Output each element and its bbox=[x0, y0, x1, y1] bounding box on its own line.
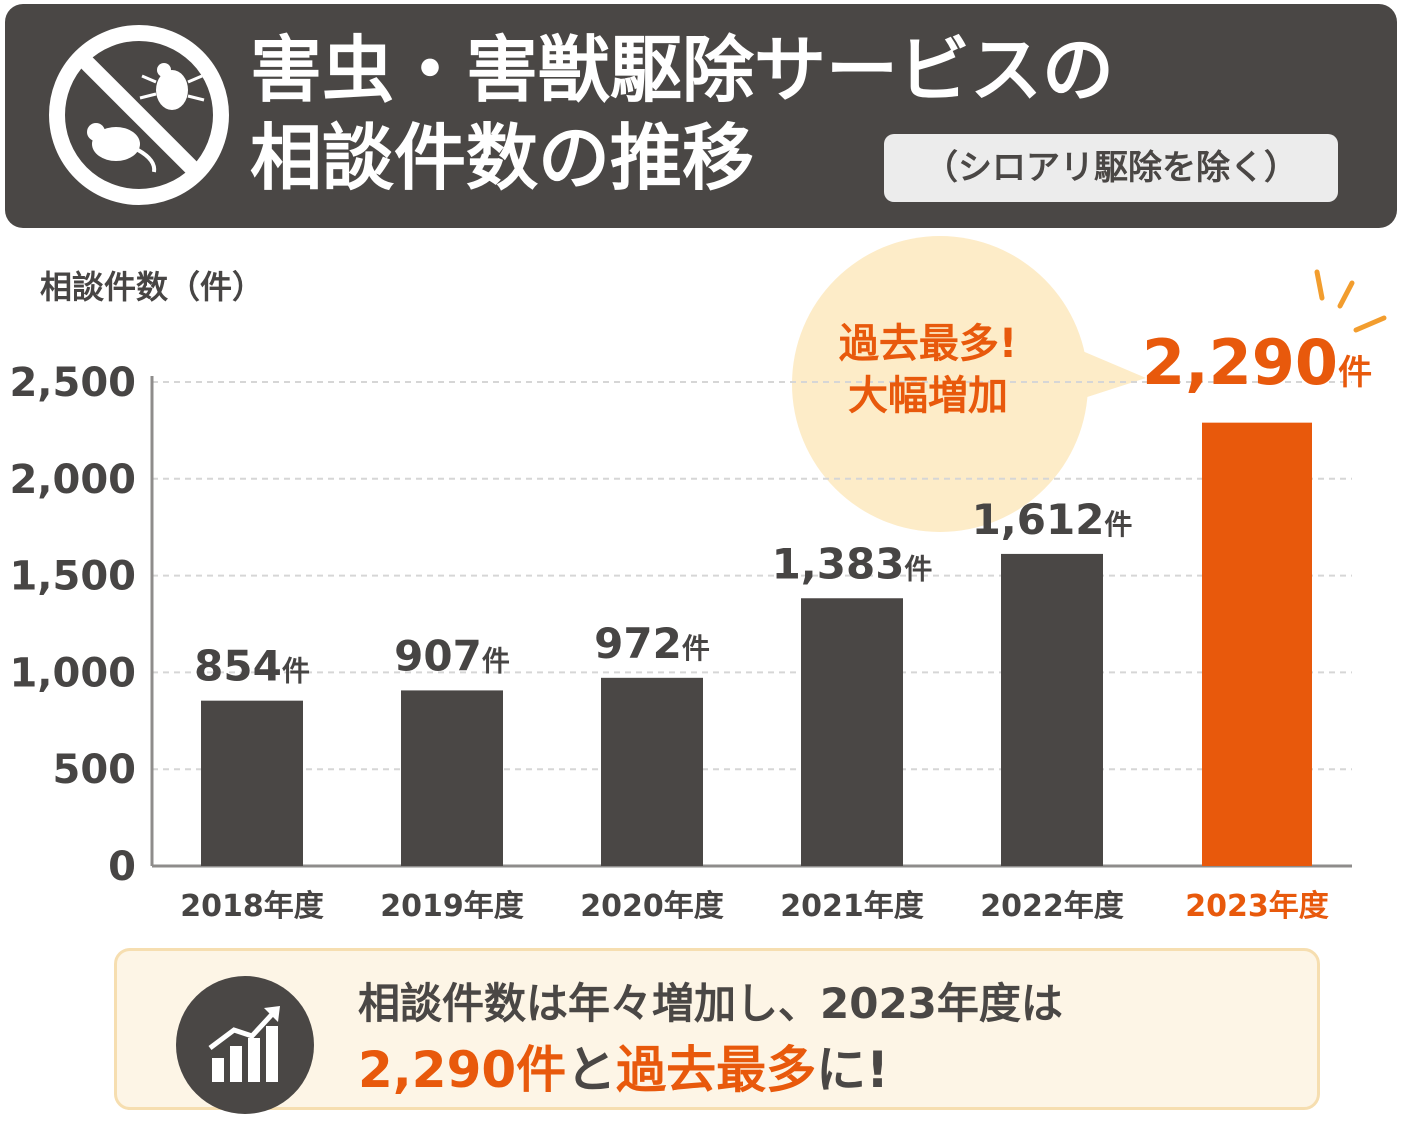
data-label-value: 854 bbox=[194, 642, 282, 691]
data-label-unit: 件 bbox=[482, 644, 510, 677]
growth-chart-icon bbox=[176, 976, 314, 1114]
y-axis-label: 相談件数（件） bbox=[40, 268, 265, 306]
summary-ending: に! bbox=[816, 1041, 889, 1099]
callout-line2: 大幅増加 bbox=[848, 373, 1008, 419]
data-label-value: 972 bbox=[594, 619, 682, 668]
y-tick-label: 1,500 bbox=[9, 554, 136, 600]
bar bbox=[201, 700, 303, 866]
data-label-unit: 件 bbox=[1338, 353, 1372, 393]
x-tick-label: 2022年度 bbox=[980, 889, 1124, 924]
bar bbox=[801, 598, 903, 866]
callout-line1: 過去最多! bbox=[838, 321, 1018, 367]
y-tick-label: 0 bbox=[108, 844, 136, 890]
chart-title-line2: 相談件数の推移 bbox=[250, 116, 755, 200]
data-label: 907件 bbox=[394, 631, 510, 680]
x-tick-label: 2018年度 bbox=[180, 889, 324, 924]
data-label-unit: 件 bbox=[1104, 508, 1132, 541]
bar bbox=[401, 690, 503, 866]
data-label-value: 2,290 bbox=[1142, 326, 1338, 399]
data-label-value: 1,383 bbox=[772, 539, 905, 588]
data-label-unit: 件 bbox=[904, 552, 932, 585]
y-tick-label: 2,000 bbox=[9, 457, 136, 503]
data-label-unit: 件 bbox=[682, 632, 710, 665]
summary-box bbox=[114, 948, 1320, 1110]
data-label-value: 1,612 bbox=[972, 495, 1105, 544]
summary-text-line1: 相談件数は年々増加し、2023年度は bbox=[358, 979, 1063, 1028]
y-tick-label: 500 bbox=[53, 747, 137, 793]
bar bbox=[601, 677, 703, 866]
x-tick-label: 2020年度 bbox=[580, 889, 724, 924]
data-label-value: 907 bbox=[394, 631, 482, 680]
callout-bubble bbox=[792, 236, 1146, 532]
bar bbox=[1001, 553, 1103, 866]
bar bbox=[1202, 422, 1312, 866]
summary-highlight-count: 2,290件 bbox=[358, 1041, 567, 1099]
data-label: 854件 bbox=[194, 642, 310, 691]
data-label: 1,612件 bbox=[972, 495, 1133, 544]
data-label-unit: 件 bbox=[282, 655, 310, 688]
callout-text: 過去最多! 大幅増加 bbox=[808, 318, 1048, 422]
emphasis-burst-icon bbox=[1314, 269, 1387, 333]
x-tick-label: 2019年度 bbox=[380, 889, 524, 924]
y-tick-label: 2,500 bbox=[9, 360, 136, 406]
summary-highlight-record: 過去最多 bbox=[616, 1041, 817, 1099]
pest-prohibited-icon bbox=[49, 25, 229, 205]
y-tick-label: 1,000 bbox=[9, 650, 136, 696]
subtitle-note: （シロアリ駆除を除く） bbox=[884, 134, 1338, 202]
summary-text-line2: 2,290件と過去最多に! bbox=[358, 1030, 889, 1102]
summary-connector: と bbox=[566, 1041, 617, 1099]
chart-title-line1: 害虫・害獣駆除サービスの bbox=[250, 28, 1115, 112]
x-tick-label: 2021年度 bbox=[780, 889, 924, 924]
data-label: 972件 bbox=[594, 619, 710, 668]
x-tick-label: 2023年度 bbox=[1185, 889, 1329, 924]
data-label: 1,383件 bbox=[772, 539, 933, 588]
data-label: 2,290件 bbox=[1142, 326, 1372, 399]
